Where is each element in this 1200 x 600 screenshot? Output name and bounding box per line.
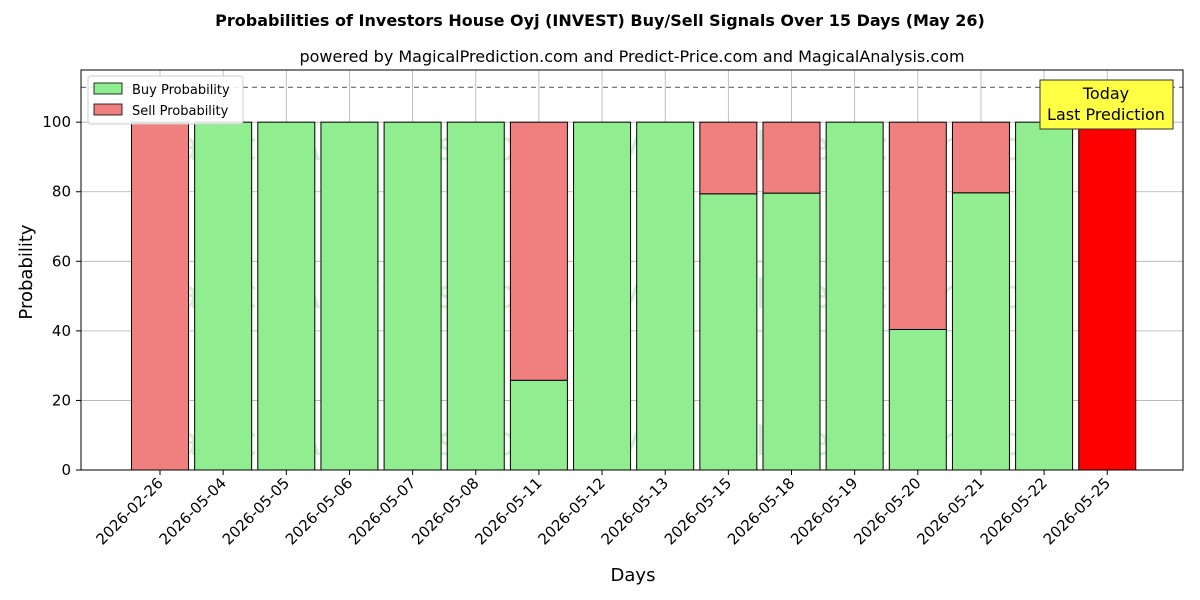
y-tick-label: 20 <box>52 391 71 409</box>
bar-buy <box>446 121 505 471</box>
bar-buy <box>762 192 821 471</box>
bar-buy <box>320 121 379 471</box>
bar-sell <box>131 121 189 471</box>
bar-buy <box>573 121 632 471</box>
bar-sell <box>888 121 947 330</box>
x-tick-label: 2026-02-26 <box>92 474 166 548</box>
bar-sell <box>699 121 758 195</box>
bars <box>131 121 1137 471</box>
bar-sell <box>1078 121 1137 471</box>
x-tick-label: 2026-05-18 <box>724 474 798 548</box>
bar-buy <box>194 121 253 471</box>
x-tick-label: 2026-05-12 <box>534 474 608 548</box>
x-tick-label: 2026-05-22 <box>977 474 1051 548</box>
bar-buy <box>1015 121 1074 471</box>
x-tick-label: 2026-05-04 <box>156 474 230 548</box>
x-tick-label: 2026-05-11 <box>471 474 545 548</box>
y-tick-label: 0 <box>61 461 71 479</box>
legend-swatch-buy <box>93 82 123 95</box>
y-axis-label: Probability <box>16 224 37 319</box>
bar-sell <box>509 121 568 381</box>
x-tick-label: 2026-05-05 <box>219 474 293 548</box>
today-annotation-line2: Last Prediction <box>1047 105 1165 124</box>
today-annotation: Today Last Prediction <box>1039 79 1174 130</box>
legend-swatch-sell <box>93 103 123 116</box>
x-axis-label: Days <box>611 565 656 586</box>
bar-buy <box>888 328 947 471</box>
legend-label-buy: Buy Probability <box>132 83 230 98</box>
today-annotation-line1: Today <box>1082 84 1129 103</box>
x-tick-label: 2026-05-06 <box>282 474 356 548</box>
plot-frame <box>80 69 1184 471</box>
x-tick-label: 2026-05-08 <box>408 474 482 548</box>
x-tick-label: 2026-05-13 <box>598 474 672 548</box>
bar-sell <box>762 121 821 194</box>
bar-buy <box>257 121 316 471</box>
bar-buy <box>699 193 758 471</box>
bar-buy <box>951 192 1010 471</box>
x-tick-label: 2026-05-15 <box>661 474 735 548</box>
legend-label-sell: Sell Probability <box>132 104 229 119</box>
y-tick-label: 40 <box>52 322 71 340</box>
bar-buy <box>636 121 695 471</box>
legend-frame <box>87 75 244 125</box>
y-tick-label: 60 <box>52 252 71 270</box>
chart-title: Probabilities of Investors House Oyj (IN… <box>215 11 985 30</box>
chart-subtitle: powered by MagicalPrediction.com and Pre… <box>299 47 964 66</box>
bar-buy <box>383 121 442 471</box>
x-tick-label: 2026-05-25 <box>1040 474 1114 548</box>
legend: Buy Probability Sell Probability <box>87 75 244 125</box>
y-tick-label: 100 <box>42 113 71 131</box>
x-tick-label: 2026-05-19 <box>787 474 861 548</box>
bar-buy <box>825 121 884 471</box>
x-tick-label: 2026-05-20 <box>850 474 924 548</box>
x-tick-label: 2026-05-07 <box>345 474 419 548</box>
bar-sell <box>951 121 1010 194</box>
x-axis-ticks: 2026-02-262026-05-042026-05-052026-05-06… <box>92 470 1114 548</box>
x-tick-label: 2026-05-21 <box>913 474 987 548</box>
today-annotation-box <box>1039 79 1174 130</box>
y-tick-label: 80 <box>52 183 71 201</box>
bar-buy <box>509 379 568 471</box>
y-axis-ticks: 0 20 40 60 80 100 <box>42 113 81 479</box>
